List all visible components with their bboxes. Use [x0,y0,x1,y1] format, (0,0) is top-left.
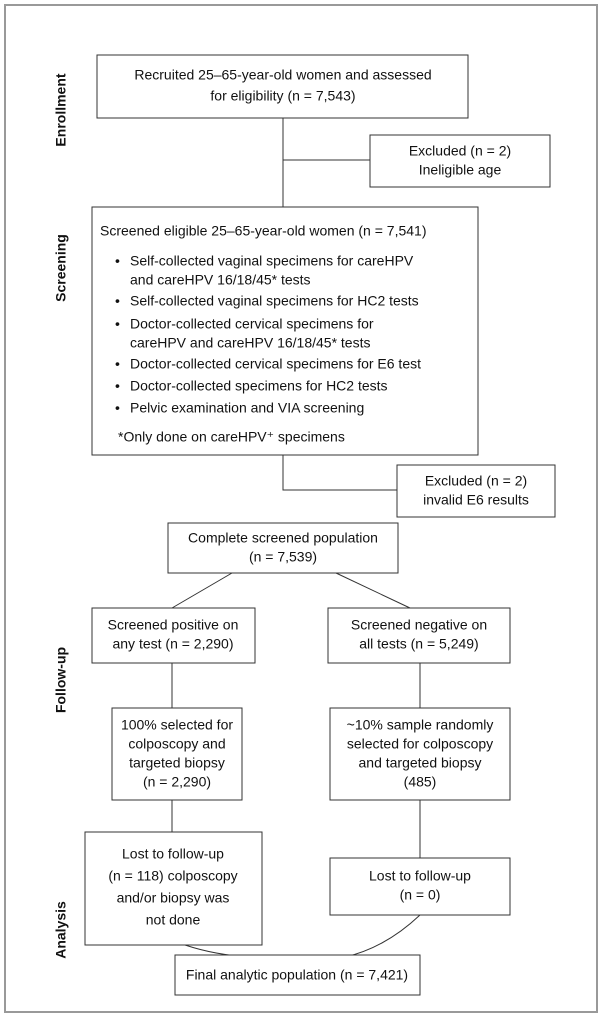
lost-box [84,831,263,946]
box-text: (n = 7,539) [249,549,317,565]
box-texts: Recruited 25–65-year-old women and asses… [108,67,529,983]
box-text: (n = 118) colposcopy [108,868,237,884]
screening-heading: Screened eligible 25–65-year-old women (… [100,223,426,239]
frame [4,4,598,1013]
box-text: not done [146,912,201,928]
complete-box [167,522,399,574]
box-text: Recruited 25–65-year-old women and asses… [134,67,431,83]
screening-footnote: *Only done on careHPV⁺ specimens [118,429,345,445]
box-text: colposcopy and [128,736,225,752]
box-text: 100% selected for [121,717,233,733]
box-text: (n = 0) [400,887,441,903]
box-text: invalid E6 results [423,492,529,508]
excluded-box [396,464,556,518]
boxes [84,54,556,996]
box-text: Complete screened population [188,530,378,546]
box-text: (n = 2,290) [143,774,211,790]
bullet-dot: • [115,378,120,394]
bullet-dot: • [115,293,120,309]
excluded-box [369,134,551,188]
box-text: any test (n = 2,290) [112,636,233,652]
screening-texts: Screened eligible 25–65-year-old women (… [100,223,426,445]
bullet-dot: • [115,253,120,269]
screening-box [91,206,479,456]
stage-label: Enrollment [53,73,69,146]
bullet-text: Self-collected vaginal specimens for HC2… [130,293,419,309]
bullet-text: Self-collected vaginal specimens for car… [130,253,414,269]
bullet-text: Pelvic examination and VIA screening [130,400,364,416]
box-text: Screened negative on [351,617,487,633]
connector [344,914,421,958]
box-text: Screened positive on [108,617,239,633]
bullet-text: and careHPV 16/18/45* tests [130,272,311,288]
bullet-text: careHPV and careHPV 16/18/45* tests [130,335,370,351]
box-text: Excluded (n = 2) [409,143,511,159]
box-text: Final analytic population (n = 7,421) [186,967,408,983]
followup-box [329,707,511,801]
box-text: Excluded (n = 2) [425,473,527,489]
bullet-text: Doctor-collected specimens for HC2 tests [130,378,388,394]
box-text: and/or biopsy was [117,890,230,906]
box-text: ~10% sample randomly [347,717,494,733]
bullet-dot: • [115,400,120,416]
final-box [174,954,421,996]
bullet-dot: • [115,316,120,332]
enrollment-box [96,54,469,119]
stage-label: Follow-up [53,647,69,713]
positive-box [91,607,256,664]
box-text: selected for colposcopy [347,736,493,752]
box-text: Lost to follow-up [369,868,471,884]
box-text: all tests (n = 5,249) [359,636,478,652]
negative-box [327,607,511,664]
box-text: for eligibility (n = 7,543) [210,88,355,104]
connector [171,572,233,609]
box-text: (485) [404,774,437,790]
box-text: targeted biopsy [129,755,225,771]
connector [335,572,411,609]
followup-box [111,707,243,801]
box-text: Lost to follow-up [122,846,224,862]
bullet-dot: • [115,356,120,372]
stage-label: Screening [53,234,69,302]
stage-labels: Enrollment Screening Follow-up Analysis [53,73,69,959]
bullet-text: Doctor-collected cervical specimens for … [130,356,421,372]
bullet-text: Doctor-collected cervical specimens for [130,316,374,332]
box-text: and targeted biopsy [359,755,482,771]
connector [282,455,397,491]
box-text: Ineligible age [419,162,502,178]
lost-box [329,857,511,916]
stage-label: Analysis [53,901,69,959]
